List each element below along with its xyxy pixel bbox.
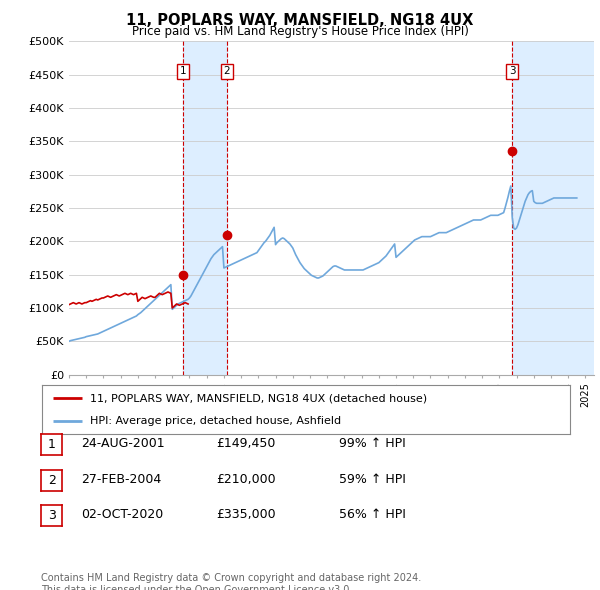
Text: 2: 2 [47, 474, 56, 487]
Text: Price paid vs. HM Land Registry's House Price Index (HPI): Price paid vs. HM Land Registry's House … [131, 25, 469, 38]
Text: HPI: Average price, detached house, Ashfield: HPI: Average price, detached house, Ashf… [89, 415, 341, 425]
Text: 3: 3 [509, 66, 515, 76]
Text: £210,000: £210,000 [216, 473, 275, 486]
Text: £335,000: £335,000 [216, 508, 275, 521]
Bar [184, 41, 227, 375]
Text: 02-OCT-2020: 02-OCT-2020 [81, 508, 163, 521]
Text: 99% ↑ HPI: 99% ↑ HPI [339, 437, 406, 450]
Bar [512, 41, 594, 375]
Text: 1: 1 [47, 438, 56, 451]
Text: 27-FEB-2004: 27-FEB-2004 [81, 473, 161, 486]
Text: 2: 2 [223, 66, 230, 76]
Text: 3: 3 [47, 509, 56, 522]
Text: 56% ↑ HPI: 56% ↑ HPI [339, 508, 406, 521]
Text: 11, POPLARS WAY, MANSFIELD, NG18 4UX (detached house): 11, POPLARS WAY, MANSFIELD, NG18 4UX (de… [89, 394, 427, 404]
Text: Contains HM Land Registry data © Crown copyright and database right 2024.
This d: Contains HM Land Registry data © Crown c… [41, 573, 421, 590]
Text: 1: 1 [180, 66, 187, 76]
Text: 24-AUG-2001: 24-AUG-2001 [81, 437, 164, 450]
Text: 59% ↑ HPI: 59% ↑ HPI [339, 473, 406, 486]
Text: £149,450: £149,450 [216, 437, 275, 450]
Text: 11, POPLARS WAY, MANSFIELD, NG18 4UX: 11, POPLARS WAY, MANSFIELD, NG18 4UX [127, 13, 473, 28]
